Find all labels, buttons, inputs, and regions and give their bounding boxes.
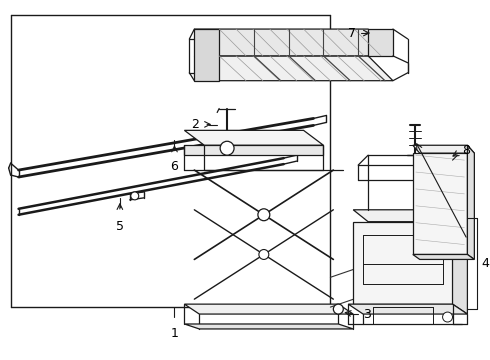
Polygon shape	[184, 304, 353, 314]
Polygon shape	[413, 153, 467, 255]
Text: 8: 8	[463, 144, 470, 157]
Polygon shape	[348, 304, 467, 314]
Text: 3: 3	[363, 307, 371, 320]
Text: 2: 2	[192, 118, 199, 131]
Polygon shape	[184, 145, 323, 155]
Circle shape	[220, 141, 234, 155]
Circle shape	[333, 304, 343, 314]
Polygon shape	[184, 324, 353, 329]
Text: 6: 6	[171, 160, 178, 173]
Polygon shape	[368, 29, 393, 56]
Polygon shape	[453, 210, 467, 314]
Text: 7: 7	[348, 27, 356, 40]
Circle shape	[258, 209, 270, 221]
Circle shape	[131, 192, 139, 200]
Text: 1: 1	[171, 327, 178, 340]
Circle shape	[259, 249, 269, 260]
Polygon shape	[413, 145, 474, 153]
Circle shape	[442, 312, 453, 322]
Polygon shape	[467, 145, 474, 260]
Polygon shape	[353, 222, 453, 304]
Text: 5: 5	[116, 220, 124, 233]
Polygon shape	[195, 56, 393, 81]
Polygon shape	[195, 29, 393, 56]
Polygon shape	[353, 210, 467, 222]
Polygon shape	[413, 255, 474, 260]
Text: 4: 4	[481, 257, 489, 270]
Polygon shape	[184, 130, 323, 145]
Polygon shape	[195, 29, 219, 81]
